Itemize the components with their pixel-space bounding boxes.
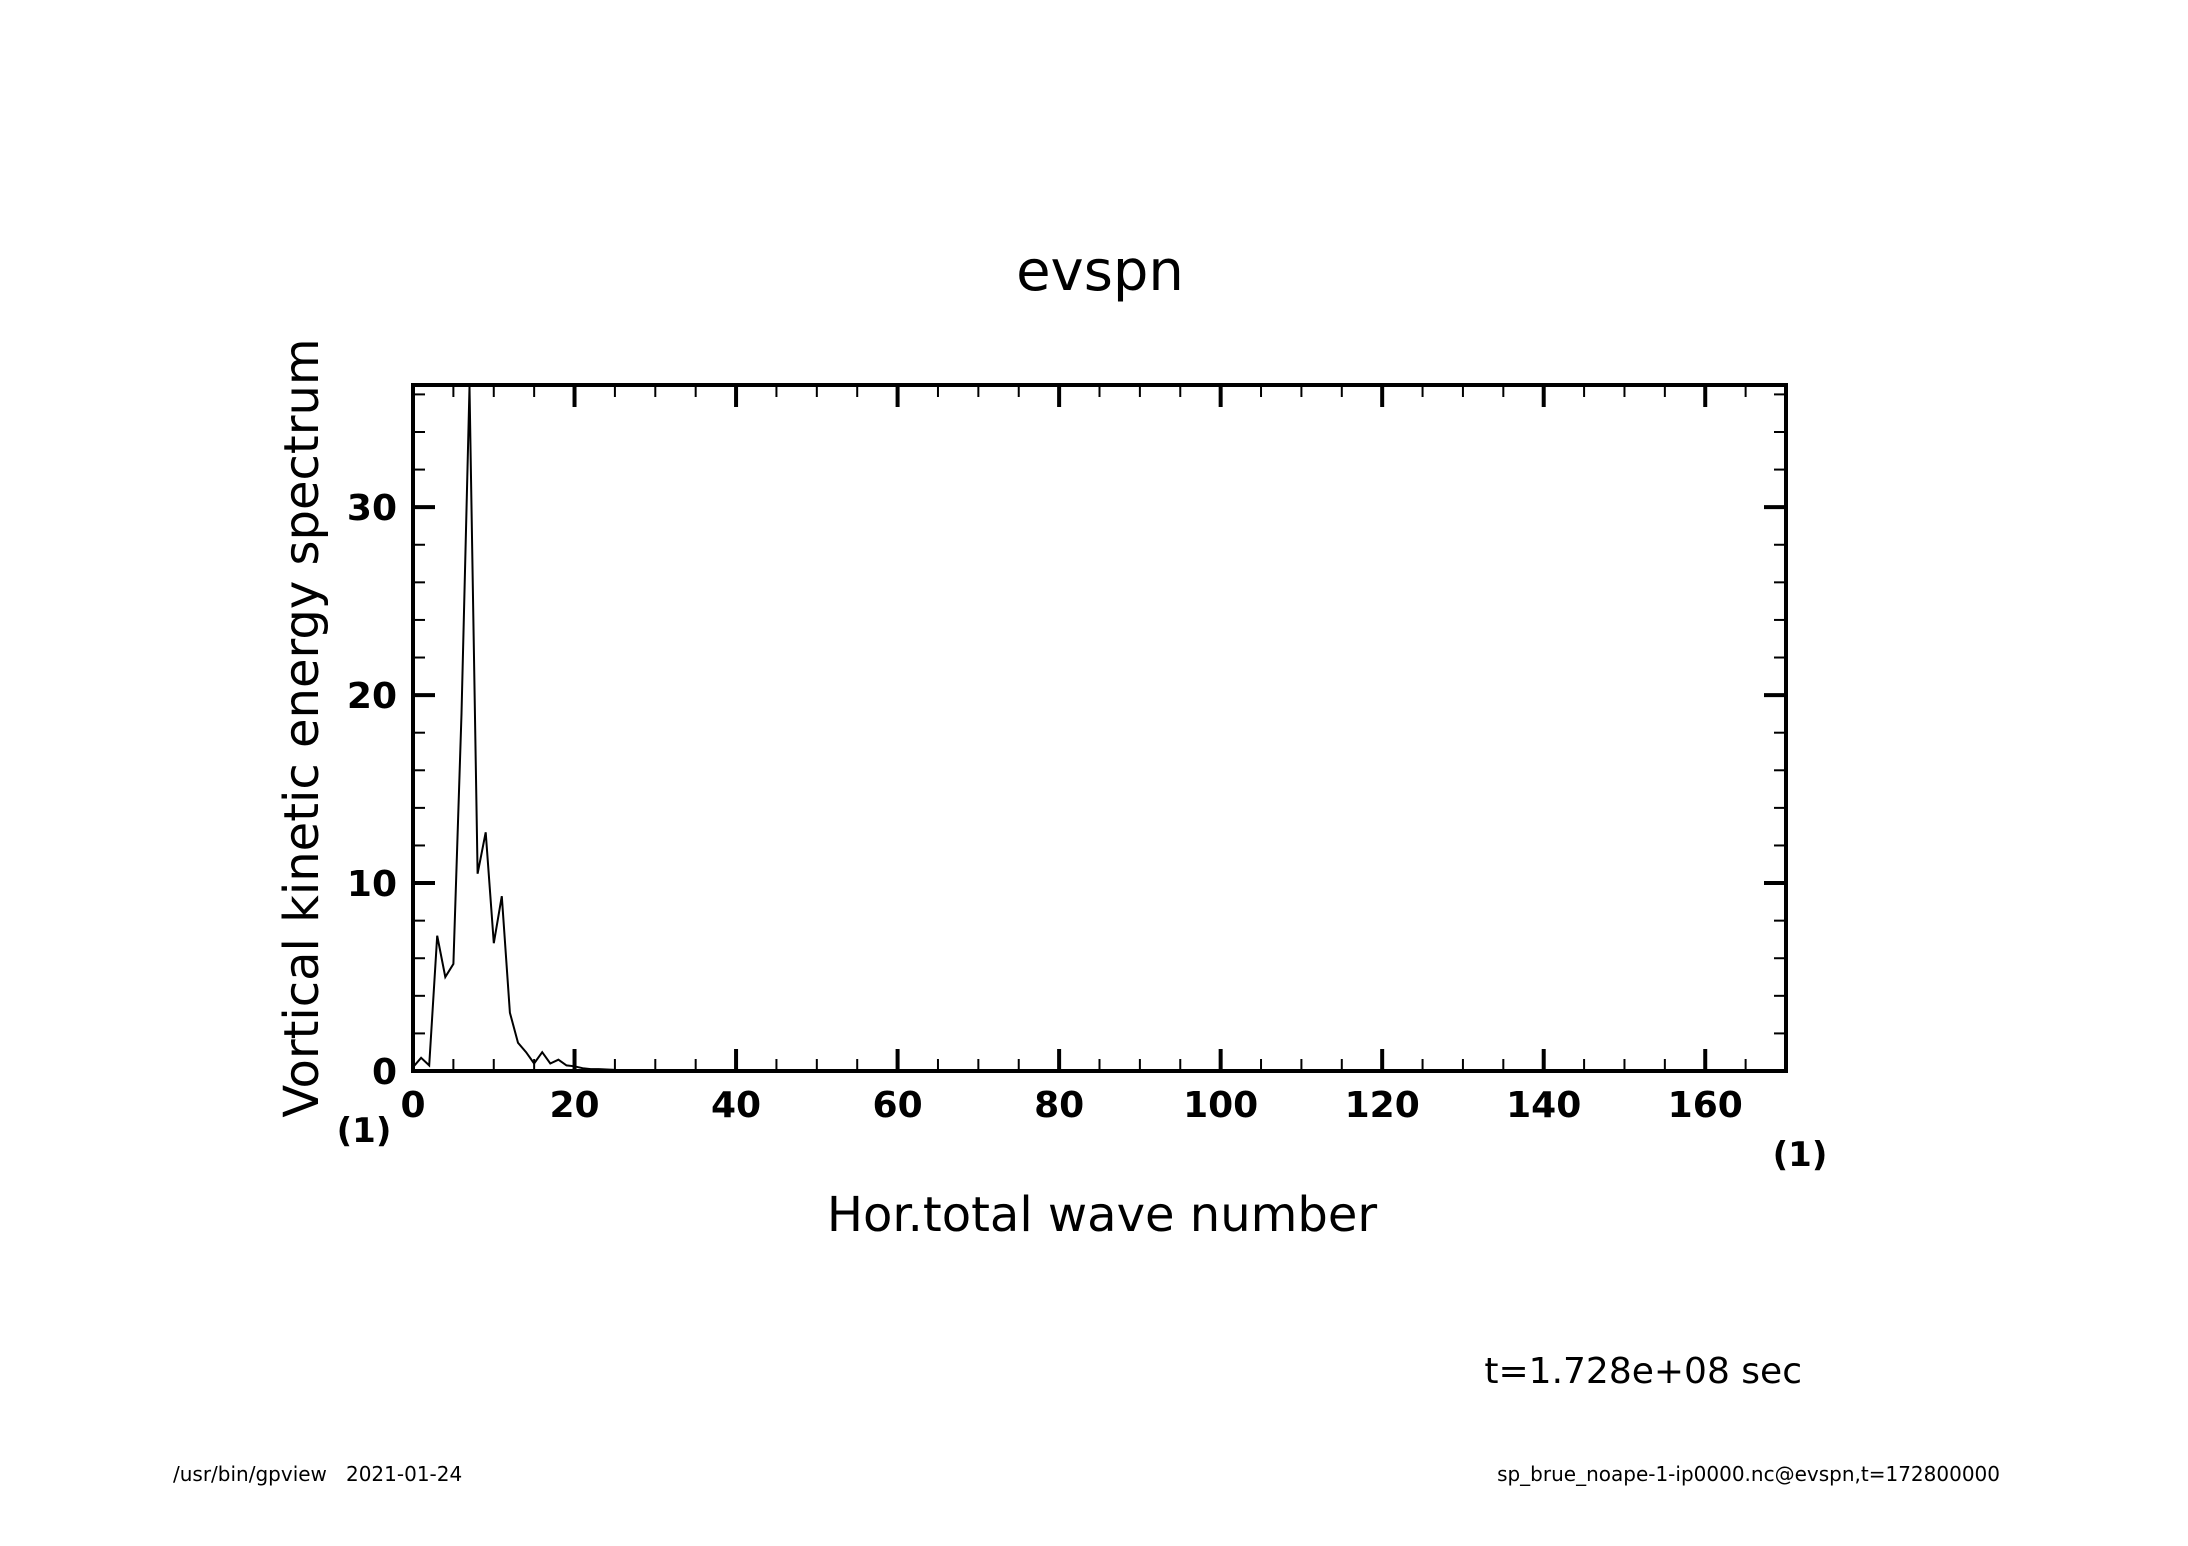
x-tick-label: 40 <box>711 1085 761 1126</box>
y-tick-label: 10 <box>347 864 397 905</box>
axis-ticks <box>411 385 1787 1073</box>
y-tick-label: 0 <box>372 1052 397 1093</box>
x-axis-label: Hor.total wave number <box>827 1187 1378 1243</box>
series-line <box>412 386 1786 1072</box>
x-tick-label: 80 <box>1034 1085 1084 1126</box>
x-tick-label: 0 <box>400 1085 425 1126</box>
axis-tick-labels: 0 20 40 60 80 100 120 140 160 0 10 20 30 <box>347 488 1743 1126</box>
chart-title: evspn <box>1016 239 1184 304</box>
series-group <box>412 386 1786 1072</box>
x-tick-label: 60 <box>873 1085 923 1126</box>
footer-source: sp_brue_noape-1-ip0000.nc@evspn,t=172800… <box>1497 1462 2000 1486</box>
x-tick-label: 120 <box>1345 1085 1420 1126</box>
x-tick-label: 100 <box>1183 1085 1258 1126</box>
footer-program-date: /usr/bin/gpview 2021-01-24 <box>173 1462 463 1486</box>
x-tick-label: 20 <box>549 1085 599 1126</box>
x-tick-label: 140 <box>1506 1085 1581 1126</box>
x-axis-unit: (1) <box>1773 1135 1828 1175</box>
plot-frame <box>411 383 1788 1073</box>
time-annotation: t=1.728e+08 sec <box>1484 1351 1802 1392</box>
y-axis-label: Vortical kinetic energy spectrum <box>274 338 330 1117</box>
x-tick-label: 160 <box>1668 1085 1743 1126</box>
y-axis-unit: (1) <box>337 1111 392 1151</box>
y-tick-label: 30 <box>347 488 397 529</box>
y-tick-label: 20 <box>347 676 397 717</box>
